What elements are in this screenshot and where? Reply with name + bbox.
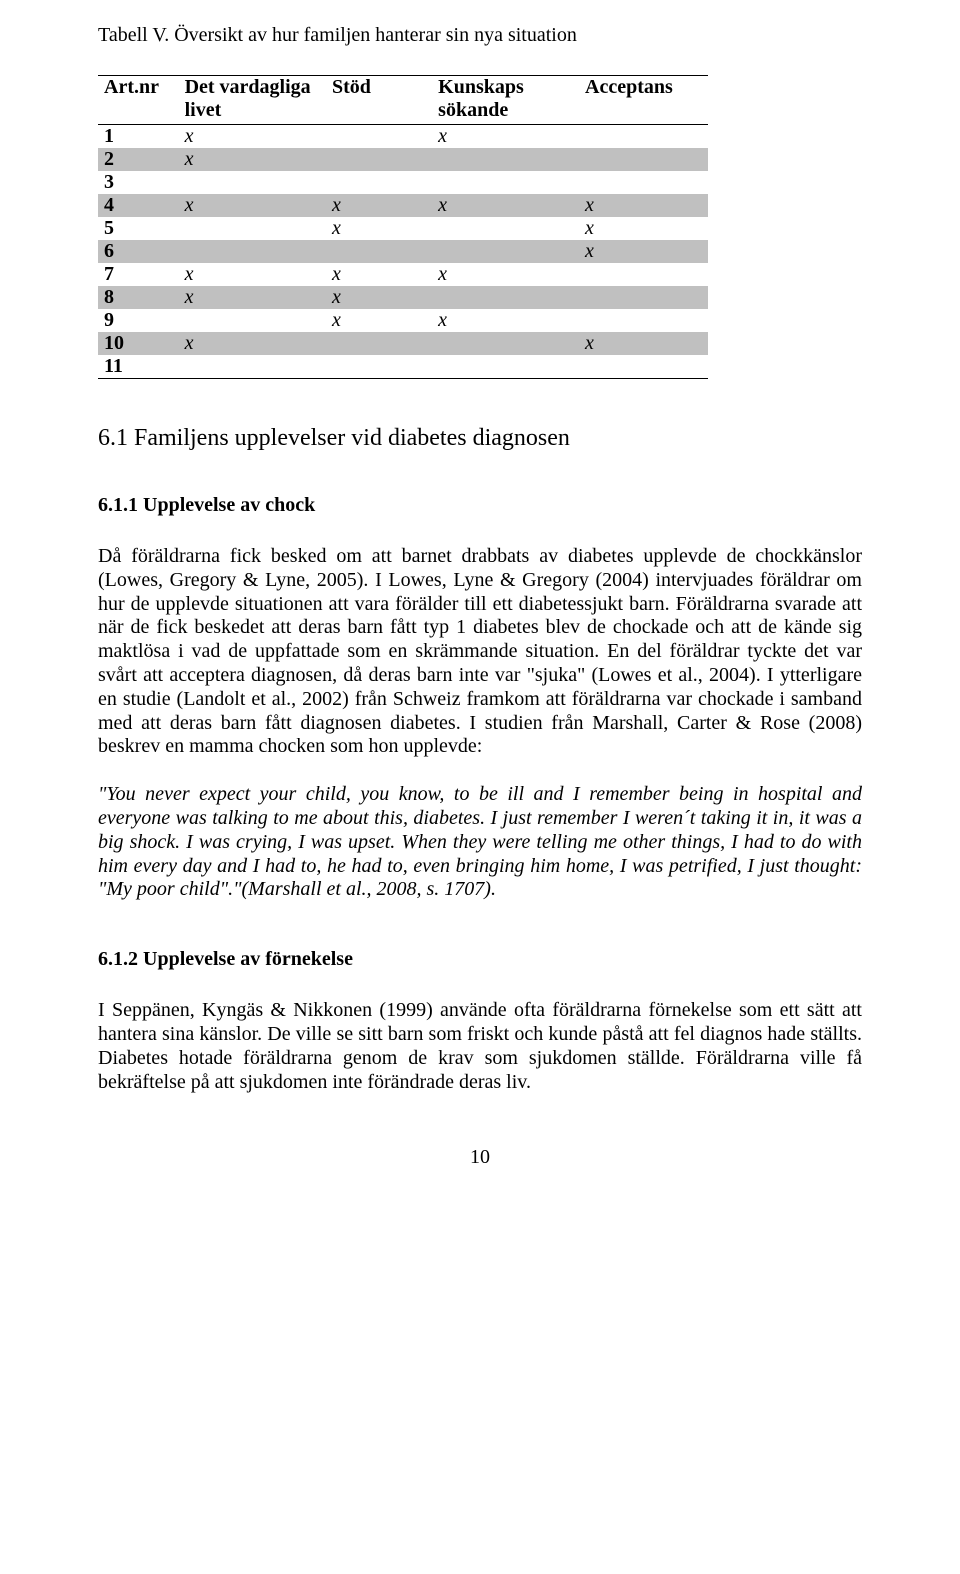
table-row: 7xxx bbox=[98, 263, 708, 286]
table-cell: x bbox=[326, 217, 432, 240]
block-quote: "You never expect your child, you know, … bbox=[98, 783, 862, 902]
page-number: 10 bbox=[98, 1146, 862, 1169]
table-cell bbox=[179, 355, 326, 379]
overview-table: Art.nr Det vardagliga livet Stöd Kunskap… bbox=[98, 75, 708, 379]
table-cell bbox=[326, 332, 432, 355]
row-number: 7 bbox=[98, 263, 179, 286]
table-cell: x bbox=[326, 194, 432, 217]
table-cell: x bbox=[579, 194, 708, 217]
section-number: 6.1 bbox=[98, 425, 128, 451]
table-cell: x bbox=[179, 263, 326, 286]
body-paragraph: Då föräldrarna fick besked om att barnet… bbox=[98, 545, 862, 759]
table-cell: x bbox=[179, 148, 326, 171]
col-header: Art.nr bbox=[98, 76, 179, 125]
table-cell: x bbox=[179, 286, 326, 309]
col-header: Acceptans bbox=[579, 76, 708, 125]
col-header: Det vardagliga livet bbox=[179, 76, 326, 125]
subsection-heading: 6.1.1 Upplevelse av chock bbox=[98, 494, 862, 517]
table-cell bbox=[179, 240, 326, 263]
subsection-title: Upplevelse av förnekelse bbox=[143, 948, 353, 970]
table-cell: x bbox=[579, 332, 708, 355]
row-number: 4 bbox=[98, 194, 179, 217]
table-cell: x bbox=[179, 194, 326, 217]
row-number: 11 bbox=[98, 355, 179, 379]
row-number: 9 bbox=[98, 309, 179, 332]
section-title: Familjens upplevelser vid diabetes diagn… bbox=[134, 425, 570, 451]
table-cell bbox=[579, 286, 708, 309]
table-row: 4xxxx bbox=[98, 194, 708, 217]
row-number: 2 bbox=[98, 148, 179, 171]
table-cell bbox=[432, 217, 579, 240]
table-cell bbox=[579, 309, 708, 332]
subsection-heading: 6.1.2 Upplevelse av förnekelse bbox=[98, 948, 862, 971]
table-row: 2x bbox=[98, 148, 708, 171]
table-row: 10xx bbox=[98, 332, 708, 355]
table-cell: x bbox=[432, 194, 579, 217]
col-header: Kunskaps sökande bbox=[432, 76, 579, 125]
row-number: 1 bbox=[98, 125, 179, 149]
table-cell: x bbox=[326, 286, 432, 309]
row-number: 5 bbox=[98, 217, 179, 240]
subsection-title: Upplevelse av chock bbox=[143, 494, 315, 516]
row-number: 10 bbox=[98, 332, 179, 355]
row-number: 6 bbox=[98, 240, 179, 263]
table-cell bbox=[432, 286, 579, 309]
table-cell: x bbox=[326, 309, 432, 332]
table-cell bbox=[179, 309, 326, 332]
table-cell bbox=[326, 148, 432, 171]
body-paragraph: I Seppänen, Kyngäs & Nikkonen (1999) anv… bbox=[98, 999, 862, 1094]
table-cell bbox=[326, 355, 432, 379]
table-cell: x bbox=[179, 125, 326, 149]
table-row: 1xx bbox=[98, 125, 708, 149]
table-cell bbox=[579, 171, 708, 194]
col-header: Stöd bbox=[326, 76, 432, 125]
table-cell: x bbox=[432, 125, 579, 149]
table-cell bbox=[326, 125, 432, 149]
table-cell bbox=[579, 355, 708, 379]
row-number: 3 bbox=[98, 171, 179, 194]
table-header-row: Art.nr Det vardagliga livet Stöd Kunskap… bbox=[98, 76, 708, 125]
table-cell bbox=[432, 148, 579, 171]
table-row: 3 bbox=[98, 171, 708, 194]
subsection-number: 6.1.1 bbox=[98, 494, 138, 516]
table-cell bbox=[432, 240, 579, 263]
table-row: 11 bbox=[98, 355, 708, 379]
row-number: 8 bbox=[98, 286, 179, 309]
table-cell bbox=[432, 171, 579, 194]
table-cell bbox=[579, 148, 708, 171]
document-page: Tabell V. Översikt av hur familjen hante… bbox=[0, 0, 960, 1209]
table-cell: x bbox=[326, 263, 432, 286]
table-cell bbox=[179, 217, 326, 240]
table-cell bbox=[432, 355, 579, 379]
table-cell: x bbox=[579, 217, 708, 240]
table-row: 5 x x bbox=[98, 217, 708, 240]
table-cell bbox=[579, 125, 708, 149]
table-cell: x bbox=[179, 332, 326, 355]
table-row: 6x bbox=[98, 240, 708, 263]
table-row: 8xx bbox=[98, 286, 708, 309]
table-cell bbox=[579, 263, 708, 286]
table-caption: Tabell V. Översikt av hur familjen hante… bbox=[98, 24, 862, 47]
table-cell bbox=[179, 171, 326, 194]
table-cell: x bbox=[579, 240, 708, 263]
subsection-number: 6.1.2 bbox=[98, 948, 138, 970]
section-heading: 6.1 Familjens upplevelser vid diabetes d… bbox=[98, 425, 862, 452]
table-cell: x bbox=[432, 309, 579, 332]
table-cell: x bbox=[432, 263, 579, 286]
table-cell bbox=[326, 171, 432, 194]
table-cell bbox=[326, 240, 432, 263]
table-cell bbox=[432, 332, 579, 355]
table-row: 9 xx bbox=[98, 309, 708, 332]
